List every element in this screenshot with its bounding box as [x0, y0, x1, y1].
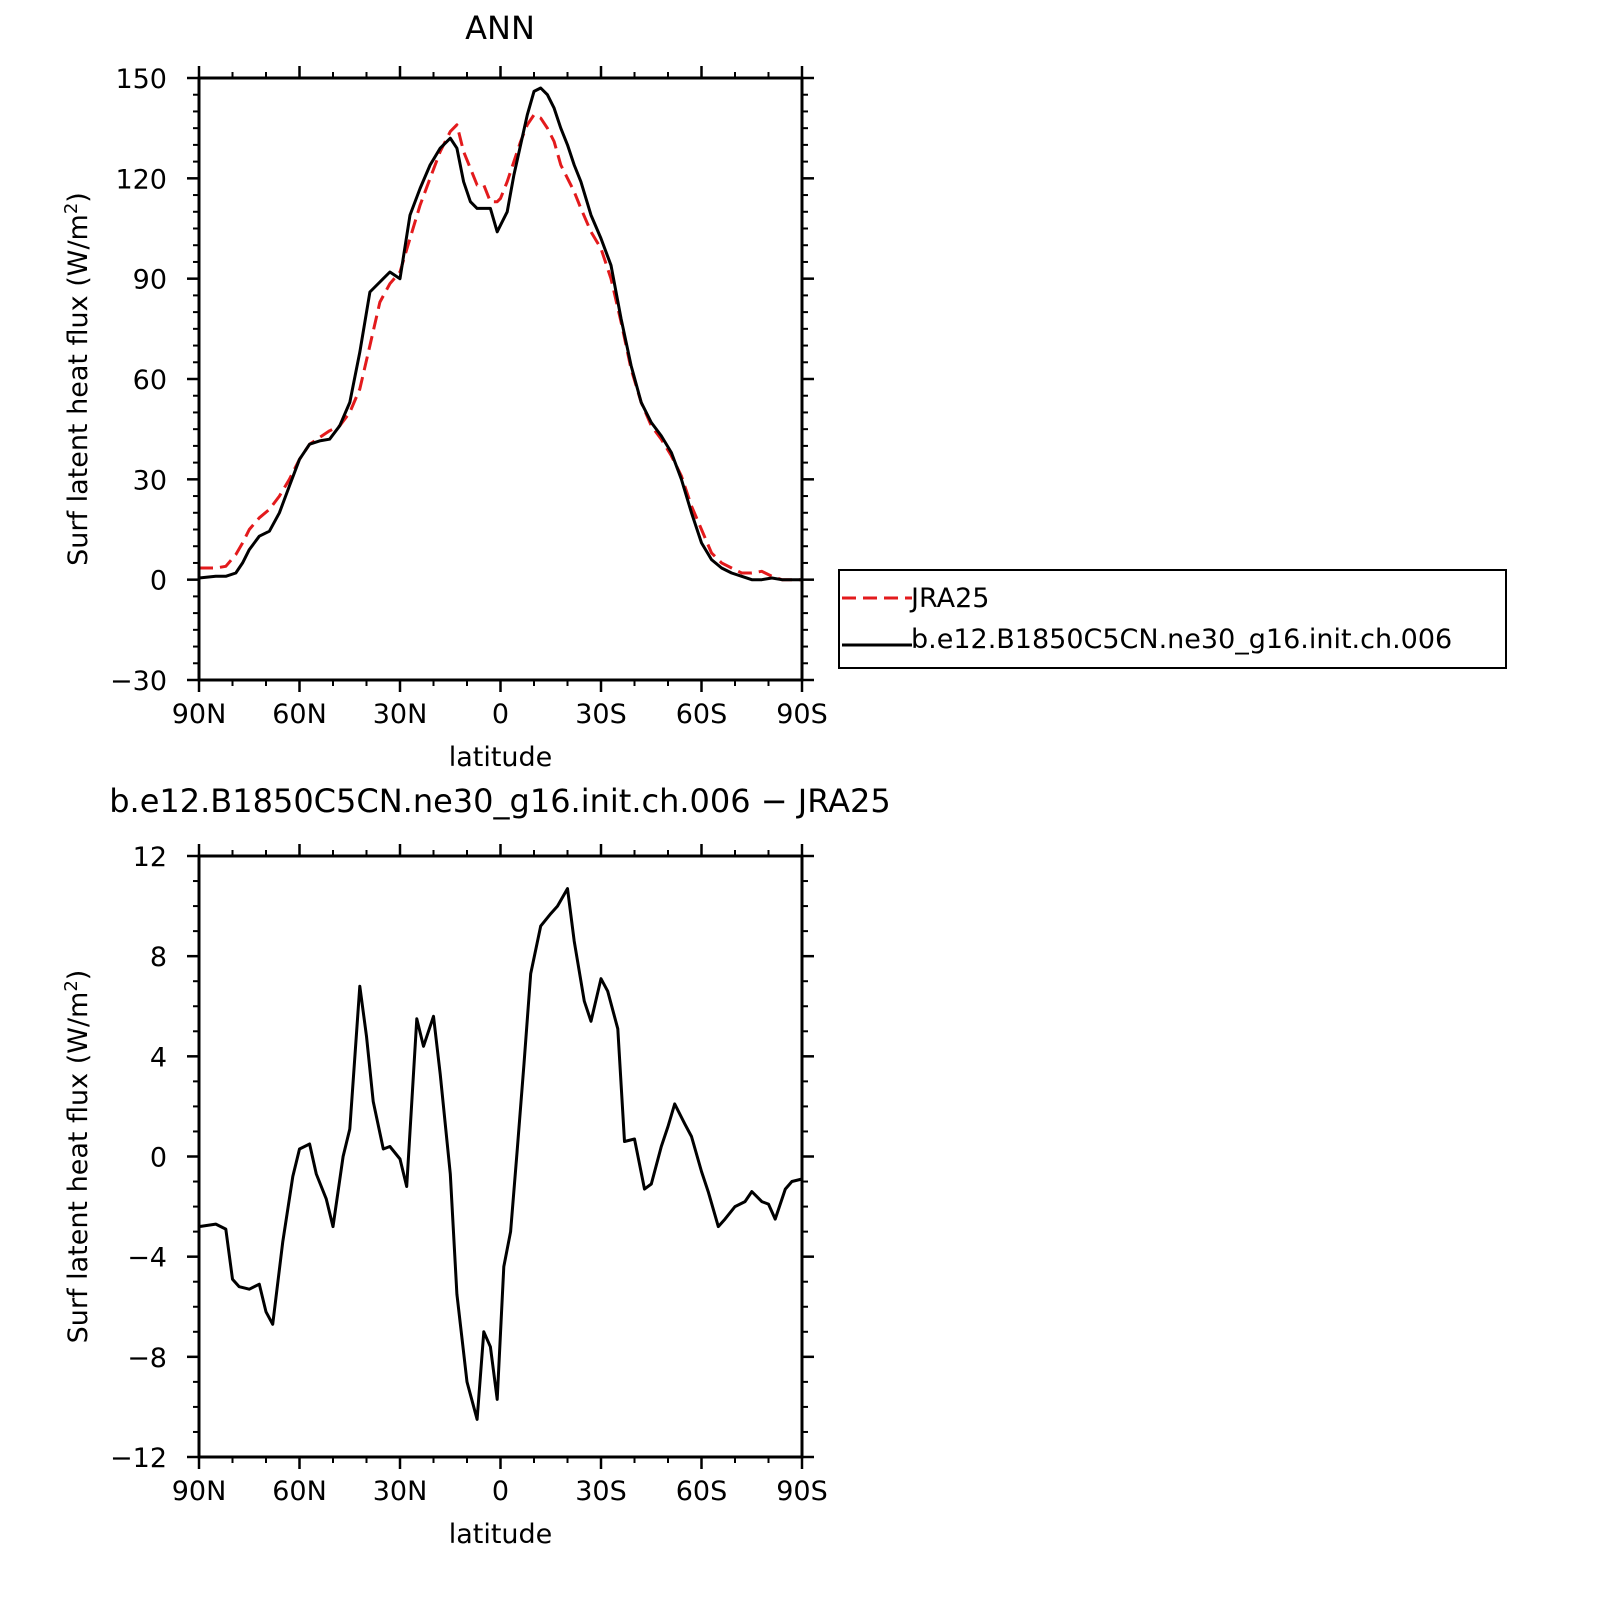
x-tick-label: 0: [492, 1476, 509, 1507]
bottom-chart: 90N 60N 30N 0 30S 60S 90S −12 −8 −4 0 4 8 12 latitude…: [61, 842, 828, 1550]
bottom-chart-series-line-difference: [198, 887, 803, 1421]
bottom-chart-ticks: [187, 844, 814, 1469]
y-tick-label: 12: [133, 842, 167, 873]
x-tick-label: 90S: [776, 1476, 828, 1507]
bottom-chart-y-axis-label-sup: 2: [61, 980, 82, 991]
x-tick-label: 90S: [776, 699, 828, 730]
y-tick-label: −8: [127, 1343, 167, 1374]
x-tick-label: 60N: [272, 699, 327, 730]
y-tick-label: 60: [133, 365, 167, 396]
bottom-chart-frame: [197, 854, 804, 1459]
x-tick-label: 30S: [575, 699, 627, 730]
y-tick-label: 0: [150, 566, 167, 597]
y-tick-label: 90: [133, 265, 167, 296]
x-tick-label: 30N: [373, 1476, 428, 1507]
x-tick-label: 0: [492, 699, 509, 730]
x-tick-label: 60S: [676, 1476, 728, 1507]
bottom-chart-title: b.e12.B1850C5CN.ne30_g16.init.ch.006 − J…: [109, 782, 891, 820]
top-chart-y-axis-label-main: Surf latent heat flux (W/m: [63, 214, 94, 566]
legend-label-model: b.e12.B1850C5CN.ne30_g16.init.ch.006: [911, 624, 1452, 655]
bottom-chart-x-axis-label: latitude: [449, 1519, 553, 1550]
top-chart-series-line-model: [198, 86, 802, 582]
top-chart-frame: [197, 76, 804, 682]
x-tick-label: 90N: [172, 1476, 227, 1507]
x-tick-label: 60N: [272, 1476, 327, 1507]
x-tick-label: 90N: [172, 699, 227, 730]
top-chart-tick-labels: 90N 60N 30N 0 30S 60S 90S −30 0 30 60 90 120 150: [110, 64, 828, 730]
bottom-chart-series: [198, 887, 803, 1421]
y-tick-label: −4: [127, 1243, 167, 1274]
y-tick-label: 8: [150, 942, 167, 973]
top-chart-series: [198, 86, 802, 582]
x-tick-label: 30S: [575, 1476, 627, 1507]
bottom-chart-tick-labels: 90N 60N 30N 0 30S 60S 90S −12 −8 −4 0 4 8 12: [110, 842, 828, 1507]
top-chart-title: ANN: [465, 9, 535, 47]
y-tick-label: 150: [115, 64, 167, 95]
top-chart-ticks: [187, 66, 814, 692]
x-tick-label: 30N: [373, 699, 428, 730]
top-chart-series-line-jra25: [199, 113, 802, 582]
bottom-chart-y-axis-label: Surf latent heat flux (W/m2): [61, 970, 95, 1344]
legend-box: [838, 569, 1507, 669]
top-chart-y-axis-label: Surf latent heat flux (W/m2): [61, 192, 95, 566]
top-chart-y-axis-label-end: ): [63, 192, 94, 203]
y-tick-label: 120: [115, 164, 167, 195]
legend: JRA25 b.e12.B1850C5CN.ne30_g16.init.ch.0…: [838, 569, 1507, 669]
y-tick-label: −12: [110, 1443, 167, 1474]
top-chart-x-axis-label: latitude: [449, 742, 553, 773]
x-tick-label: 60S: [676, 699, 728, 730]
top-chart: 90N 60N 30N 0 30S 60S 90S −30 0 30 60 90 120 150 lati…: [61, 64, 828, 773]
legend-label-jra25: JRA25: [909, 583, 989, 614]
y-tick-label: 4: [150, 1042, 167, 1073]
y-tick-label: −30: [110, 666, 167, 697]
bottom-chart-y-axis-label-end: ): [63, 970, 94, 981]
y-tick-label: 30: [133, 465, 167, 496]
top-chart-y-axis-label-sup: 2: [61, 203, 82, 214]
bottom-chart-y-axis-label-main: Surf latent heat flux (W/m: [63, 992, 94, 1344]
y-tick-label: 0: [150, 1143, 167, 1174]
